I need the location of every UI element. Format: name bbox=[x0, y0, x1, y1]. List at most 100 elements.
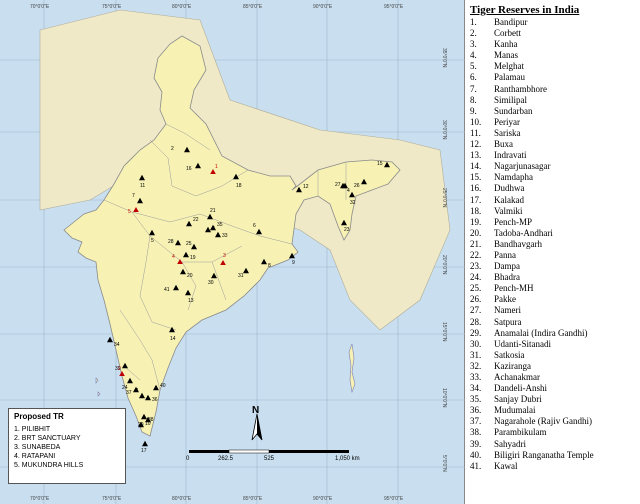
reserve-name: Sundarban bbox=[494, 105, 533, 116]
existing-reserve-marker-label: 6 bbox=[253, 223, 256, 229]
existing-reserve-marker-label: 26 bbox=[354, 183, 360, 189]
proposed-reserve-marker bbox=[177, 259, 183, 264]
reserve-list-item: 3. Kanha bbox=[470, 39, 640, 50]
existing-reserve-marker-label: 30 bbox=[208, 280, 214, 286]
reserve-list-item: 34. Dandeli-Anshi bbox=[470, 383, 640, 394]
existing-reserve-marker-label: 19 bbox=[190, 255, 196, 261]
existing-reserve-marker-label: 2 bbox=[171, 146, 174, 152]
lon-label-75-bottom: 75°0'0"E bbox=[102, 496, 122, 502]
reserve-name: Nagarahole (Rajiv Gandhi) bbox=[494, 416, 592, 427]
reserve-number: 13. bbox=[470, 150, 482, 161]
reserve-name: Panna bbox=[494, 249, 516, 260]
reserve-number: 10. bbox=[470, 116, 482, 127]
reserve-name: Kalakad bbox=[494, 194, 524, 205]
reserve-list-item: 7. Ranthambhore bbox=[470, 84, 640, 95]
reserve-name: Pench-MP bbox=[494, 216, 532, 227]
existing-reserve-marker bbox=[215, 231, 221, 238]
reserve-number: 39. bbox=[470, 438, 482, 449]
existing-reserve-marker-label: 39 bbox=[115, 366, 121, 372]
reserve-name: Sahyadri bbox=[494, 438, 526, 449]
existing-reserve-marker bbox=[139, 174, 145, 181]
reserve-list-item: 41. Kawal bbox=[470, 461, 640, 472]
existing-reserve-marker-label: 7 bbox=[132, 193, 135, 199]
reserve-name: Pakke bbox=[494, 294, 516, 305]
reserve-name: Corbett bbox=[494, 28, 521, 39]
lon-label-90-bottom: 90°0'0"E bbox=[313, 496, 333, 502]
existing-reserve-marker bbox=[137, 197, 143, 204]
lat-label-20: 20°0'0"N bbox=[441, 255, 447, 275]
reserve-list-item: 4. Manas bbox=[470, 50, 640, 61]
lon-label-95-bottom: 95°0'0"E bbox=[384, 496, 404, 502]
existing-reserve-marker bbox=[138, 421, 144, 428]
reserve-name: Bandhavgarh bbox=[494, 238, 542, 249]
proposed-reserve-marker bbox=[119, 371, 125, 376]
lon-label-80-bottom: 80°0'0"E bbox=[172, 496, 192, 502]
reserve-name: Bhadra bbox=[494, 272, 520, 283]
existing-reserve-marker-label: 23 bbox=[344, 227, 350, 233]
existing-reserve-marker-label: 24 bbox=[122, 385, 128, 391]
reserve-number: 3. bbox=[470, 39, 477, 50]
india-landmass bbox=[63, 35, 401, 437]
reserve-list-item: 16. Dudhwa bbox=[470, 183, 640, 194]
scale-segment-3 bbox=[269, 450, 349, 453]
reserve-name: Melghat bbox=[494, 61, 524, 72]
legend-item: 4. RATAPANI bbox=[14, 453, 56, 460]
reserve-list-item: 26. Pakke bbox=[470, 294, 640, 305]
reserve-list-item: 15. Namdapha bbox=[470, 172, 640, 183]
reserve-list-item: 13. Indravati bbox=[470, 150, 640, 161]
existing-reserve-marker bbox=[145, 416, 151, 423]
reserve-number: 22. bbox=[470, 249, 482, 260]
reserve-list-item: 40. Biligiri Ranganatha Temple bbox=[470, 450, 640, 461]
existing-reserve-marker bbox=[342, 182, 348, 189]
reserve-list-item: 17. Kalakad bbox=[470, 195, 640, 206]
reserve-list-item: 14. Nagarjunasagar bbox=[470, 161, 640, 172]
reserve-list-item: 19. Pench-MP bbox=[470, 217, 640, 228]
reserve-name: Similipal bbox=[494, 94, 528, 105]
existing-reserve-marker bbox=[243, 267, 249, 274]
lat-label-25: 25°0'0"N bbox=[441, 188, 447, 208]
reserve-number: 2. bbox=[470, 28, 477, 39]
reserve-number: 6. bbox=[470, 72, 477, 83]
existing-reserve-marker-label: 5 bbox=[151, 238, 154, 244]
existing-reserve-marker-label: 13 bbox=[188, 298, 194, 304]
proposed-reserve-marker-label: 5 bbox=[128, 209, 131, 215]
reserve-list-item: 20. Tadoba-Andhari bbox=[470, 228, 640, 239]
existing-reserve-marker bbox=[169, 326, 175, 333]
reserve-name: Indravati bbox=[494, 150, 527, 161]
reserve-number: 31. bbox=[470, 349, 482, 360]
reserve-name: Parambikulam bbox=[494, 427, 547, 438]
reserve-number: 23. bbox=[470, 261, 482, 272]
existing-reserve-marker-label: 27 bbox=[335, 182, 341, 188]
reserve-number: 29. bbox=[470, 327, 482, 338]
reserve-list-title: Tiger Reserves in India bbox=[470, 4, 580, 16]
existing-reserve-marker-label: 15 bbox=[377, 161, 383, 167]
reserve-number: 4. bbox=[470, 50, 477, 61]
north-label-box: N bbox=[247, 405, 267, 445]
reserve-list-item: 10. Periyar bbox=[470, 117, 640, 128]
reserve-list-item: 24. Bhadra bbox=[470, 272, 640, 283]
existing-reserve-marker bbox=[122, 362, 128, 369]
scale-segment-2 bbox=[228, 449, 270, 454]
reserve-list-item: 27. Nameri bbox=[470, 305, 640, 316]
reserve-list-item: 8. Similipal bbox=[470, 95, 640, 106]
reserve-list-item: 33. Achanakmar bbox=[470, 372, 640, 383]
andaman-islands bbox=[348, 343, 356, 394]
reserve-number: 5. bbox=[470, 61, 477, 72]
existing-reserve-marker-label: 33 bbox=[222, 233, 228, 239]
state-boundaries bbox=[103, 123, 347, 391]
existing-reserve-marker bbox=[186, 220, 192, 227]
map-canvas: 70°0'0"E 75°0'0"E 80°0'0"E 85°0'0"E 90°0… bbox=[0, 0, 465, 504]
reserve-list-item: 32. Kaziranga bbox=[470, 361, 640, 372]
north-label: N bbox=[252, 405, 260, 416]
reserve-name: Palamau bbox=[494, 72, 525, 83]
existing-reserve-marker bbox=[145, 394, 151, 401]
existing-reserve-marker bbox=[180, 268, 186, 275]
scale-segment-1 bbox=[189, 450, 229, 453]
reserve-name: Udanti-Sitanadi bbox=[494, 338, 551, 349]
existing-reserve-marker-label: 10 bbox=[145, 421, 151, 427]
reserve-name: Satkosia bbox=[494, 349, 525, 360]
reserve-list-item: 31. Satkosia bbox=[470, 350, 640, 361]
existing-reserve-marker-label: 35 bbox=[217, 222, 223, 228]
reserve-name: Buxa bbox=[494, 139, 513, 150]
existing-reserve-marker-label: 12 bbox=[303, 184, 309, 190]
